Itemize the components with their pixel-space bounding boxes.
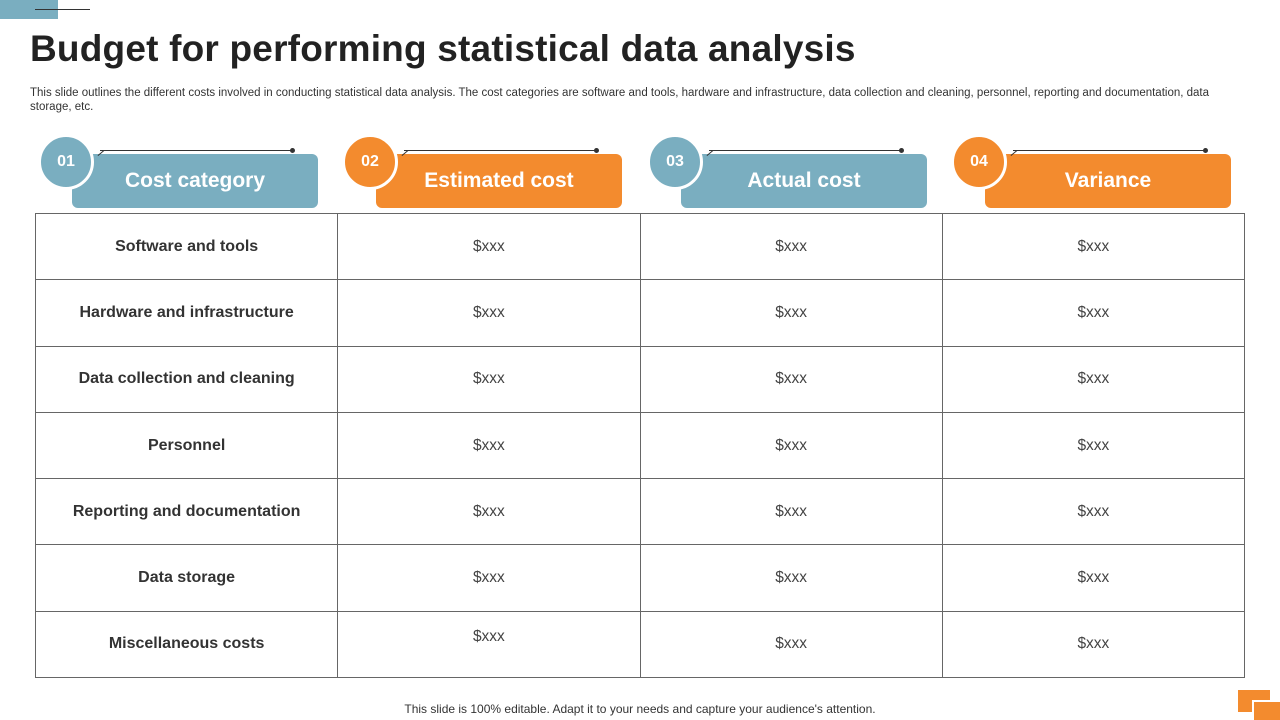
cell-estimated: $xxx bbox=[337, 345, 641, 413]
header-bar bbox=[985, 154, 1231, 208]
connector-line bbox=[404, 150, 596, 151]
table-row: Reporting and documentation $xxx $xxx $x… bbox=[34, 478, 1246, 546]
header-number-badge: 03 bbox=[647, 134, 703, 190]
table-row: Personnel $xxx $xxx $xxx bbox=[34, 411, 1246, 480]
connector-line bbox=[1013, 150, 1205, 151]
cell-variance: $xxx bbox=[941, 610, 1246, 679]
header-label: Cost category bbox=[124, 169, 266, 192]
connector-dot bbox=[1203, 148, 1208, 153]
cell-category: Data collection and cleaning bbox=[34, 345, 339, 413]
cell-estimated: $xxx bbox=[337, 411, 641, 480]
header-variance: 04 Variance bbox=[951, 134, 1241, 210]
table-row: Data storage $xxx $xxx $xxx bbox=[34, 544, 1246, 612]
cell-variance: $xxx bbox=[941, 345, 1246, 413]
header-estimated-cost: 02 Estimated cost bbox=[342, 134, 632, 210]
cell-actual: $xxx bbox=[639, 279, 943, 347]
footer-note: This slide is 100% editable. Adapt it to… bbox=[404, 702, 876, 716]
header-bar bbox=[681, 154, 927, 208]
table-row: Software and tools $xxx $xxx $xxx bbox=[34, 212, 1246, 281]
budget-table: Software and tools $xxx $xxx $xxx Hardwa… bbox=[34, 212, 1246, 679]
cell-actual: $xxx bbox=[639, 411, 943, 480]
header-label: Estimated cost bbox=[424, 169, 574, 192]
header-number-badge: 02 bbox=[342, 134, 398, 190]
cell-variance: $xxx bbox=[941, 279, 1246, 347]
connector-dot bbox=[290, 148, 295, 153]
cell-estimated: $xxx bbox=[337, 212, 641, 281]
cell-category: Software and tools bbox=[34, 212, 339, 281]
cell-variance: $xxx bbox=[941, 544, 1246, 612]
table-row: Hardware and infrastructure $xxx $xxx $x… bbox=[34, 279, 1246, 347]
header-label: Variance bbox=[1064, 169, 1152, 192]
table-row: Data collection and cleaning $xxx $xxx $… bbox=[34, 345, 1246, 413]
header-number-badge: 01 bbox=[38, 134, 94, 190]
cell-estimated: $xxx bbox=[337, 279, 641, 347]
cell-variance: $xxx bbox=[941, 478, 1246, 546]
header-label: Actual cost bbox=[747, 169, 861, 192]
cell-estimated: $xxx bbox=[337, 610, 641, 679]
connector-line bbox=[709, 150, 901, 151]
table-row: Miscellaneous costs $xxx $xxx $xxx bbox=[34, 610, 1246, 679]
corner-accent bbox=[0, 0, 58, 19]
cell-actual: $xxx bbox=[639, 212, 943, 281]
cell-actual: $xxx bbox=[639, 610, 943, 679]
cell-actual: $xxx bbox=[639, 478, 943, 546]
page-title: Budget for performing statistical data a… bbox=[30, 28, 856, 69]
header-actual-cost: 03 Actual cost bbox=[647, 134, 937, 210]
page-subtitle: This slide outlines the different costs … bbox=[30, 87, 1210, 113]
header-cost-category: 01 Cost category bbox=[38, 134, 328, 210]
cell-estimated: $xxx bbox=[337, 544, 641, 612]
corner-decoration bbox=[1252, 700, 1280, 720]
cell-actual: $xxx bbox=[639, 544, 943, 612]
header-bar bbox=[376, 154, 622, 208]
connector-dot bbox=[594, 148, 599, 153]
cell-category: Personnel bbox=[34, 411, 339, 480]
corner-line bbox=[35, 9, 90, 10]
cell-category: Hardware and infrastructure bbox=[34, 279, 339, 347]
cell-category: Miscellaneous costs bbox=[34, 610, 339, 679]
cell-category: Reporting and documentation bbox=[34, 478, 339, 546]
cell-variance: $xxx bbox=[941, 212, 1246, 281]
cell-category: Data storage bbox=[34, 544, 339, 612]
cell-variance: $xxx bbox=[941, 411, 1246, 480]
connector-dot bbox=[899, 148, 904, 153]
connector-line bbox=[100, 150, 292, 151]
header-bar bbox=[72, 154, 318, 208]
cell-estimated: $xxx bbox=[337, 478, 641, 546]
header-number-badge: 04 bbox=[951, 134, 1007, 190]
cell-actual: $xxx bbox=[639, 345, 943, 413]
